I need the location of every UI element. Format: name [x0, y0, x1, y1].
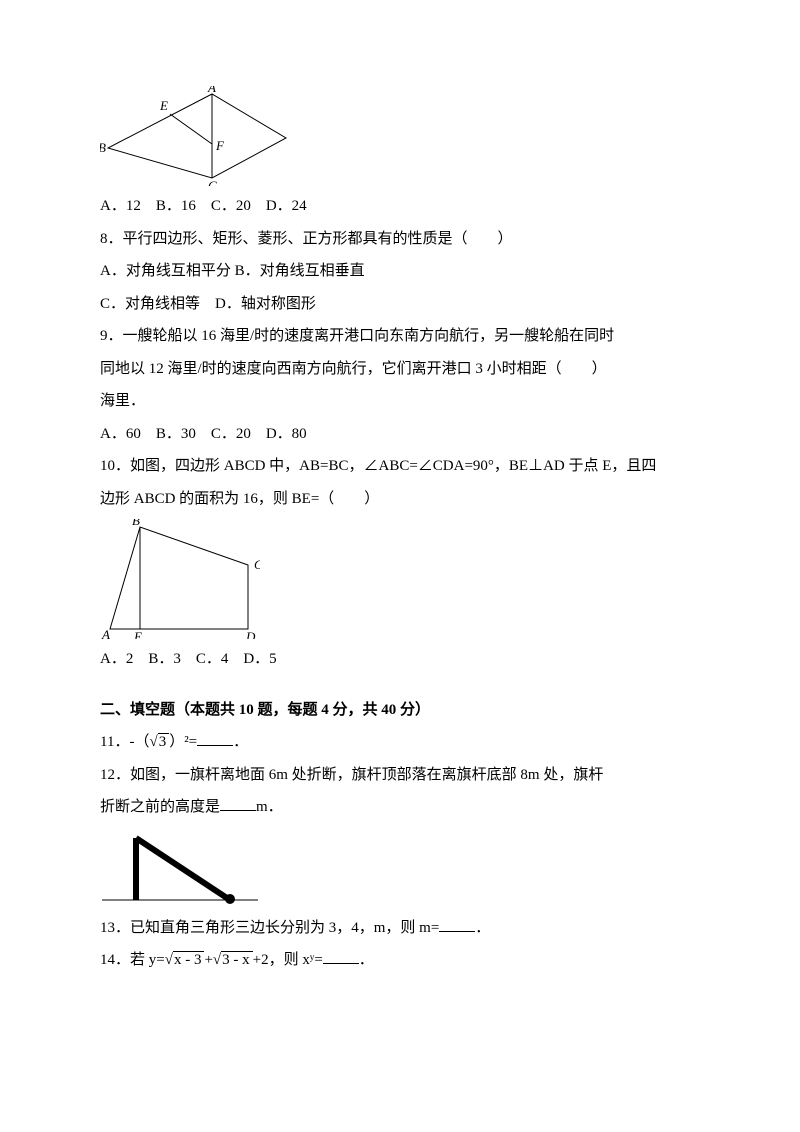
q10-options: A．2 B．3 C．4 D．5 — [100, 645, 700, 674]
q8-options-line2: C．对角线相等 D．轴对称图形 — [100, 290, 700, 319]
svg-text:E: E — [159, 98, 168, 113]
sqrt-icon — [165, 952, 173, 968]
svg-text:E: E — [133, 629, 142, 639]
q9-line2: 同地以 12 海里/时的速度向西南方向航行，它们离开港口 3 小时相距（ ） — [100, 355, 700, 384]
section-2-heading: 二、填空题（本题共 10 题，每题 4 分，共 40 分） — [100, 696, 700, 725]
q10-figure: A B C D E — [100, 519, 700, 639]
q7-options: A．12 B．16 C．20 D．24 — [100, 192, 700, 221]
q13: 13．已知直角三角形三边长分别为 3，4，m，则 m= ． — [100, 914, 700, 943]
q12-line2-pre: 折断之前的高度是 — [100, 799, 220, 815]
svg-text:D: D — [245, 629, 256, 639]
q13-pre: 13．已知直角三角形三边长分别为 3，4，m，则 m= — [100, 920, 439, 936]
q11-pre: 11．-（ — [100, 734, 149, 750]
q11-radicand: 3 — [158, 733, 170, 750]
q10-line1: 10．如图，四边形 ABCD 中，AB=BC，∠ABC=∠CDA=90°，BE⊥… — [100, 452, 700, 481]
svg-text:A: A — [101, 627, 110, 639]
q12-blank — [220, 797, 256, 812]
page: A B C D E F A．12 B．16 C．20 D．24 8．平行四边形、矩形、菱形… — [0, 0, 800, 1132]
svg-text:D: D — [289, 130, 290, 145]
q10-line2: 边形 ABCD 的面积为 16，则 BE=（ ） — [100, 485, 700, 514]
svg-text:B: B — [100, 140, 106, 155]
svg-text:C: C — [254, 557, 260, 572]
q11: 11．-（ 3）²= ． — [100, 728, 700, 757]
svg-text:C: C — [208, 178, 217, 186]
q9-line1: 9．一艘轮船以 16 海里/时的速度离开港口向东南方向航行，另一艘轮船在同时 — [100, 322, 700, 351]
q12-figure — [100, 828, 700, 908]
q14-end: ． — [359, 952, 374, 968]
q8-stem: 8．平行四边形、矩形、菱形、正方形都具有的性质是（ ） — [100, 225, 700, 254]
q14-plus: + — [204, 952, 212, 968]
q12-line2: 折断之前的高度是 m． — [100, 793, 700, 822]
q12-unit: m． — [256, 799, 283, 815]
q13-blank — [439, 917, 475, 932]
q14-mid: +2，则 xʸ= — [253, 952, 323, 968]
q12-line1: 12．如图，一旗杆离地面 6m 处折断，旗杆顶部落在离旗杆底部 8m 处，旗杆 — [100, 761, 700, 790]
q14: 14．若 y= x - 3+3 - x+2，则 xʸ= ． — [100, 946, 700, 975]
q8-options-line1: A．对角线互相平分 B．对角线互相垂直 — [100, 257, 700, 286]
q14-blank — [323, 950, 359, 965]
q9-options: A．60 B．30 C．20 D．80 — [100, 420, 700, 449]
q14-pre: 14．若 y= — [100, 952, 165, 968]
q11-end: ． — [233, 734, 248, 750]
q9-line3: 海里． — [100, 387, 700, 416]
q7-figure: A B C D E F — [100, 86, 700, 186]
sqrt-icon — [213, 952, 221, 968]
q14-rad1: x - 3 — [173, 951, 205, 968]
spacer — [100, 678, 700, 692]
q11-blank — [197, 732, 233, 747]
svg-text:A: A — [207, 86, 216, 95]
sqrt-icon — [149, 734, 157, 750]
svg-text:F: F — [215, 138, 225, 153]
q14-rad2: 3 - x — [221, 951, 253, 968]
q13-end: ． — [475, 920, 490, 936]
q11-post: ）²= — [169, 734, 197, 750]
svg-text:B: B — [132, 519, 140, 528]
